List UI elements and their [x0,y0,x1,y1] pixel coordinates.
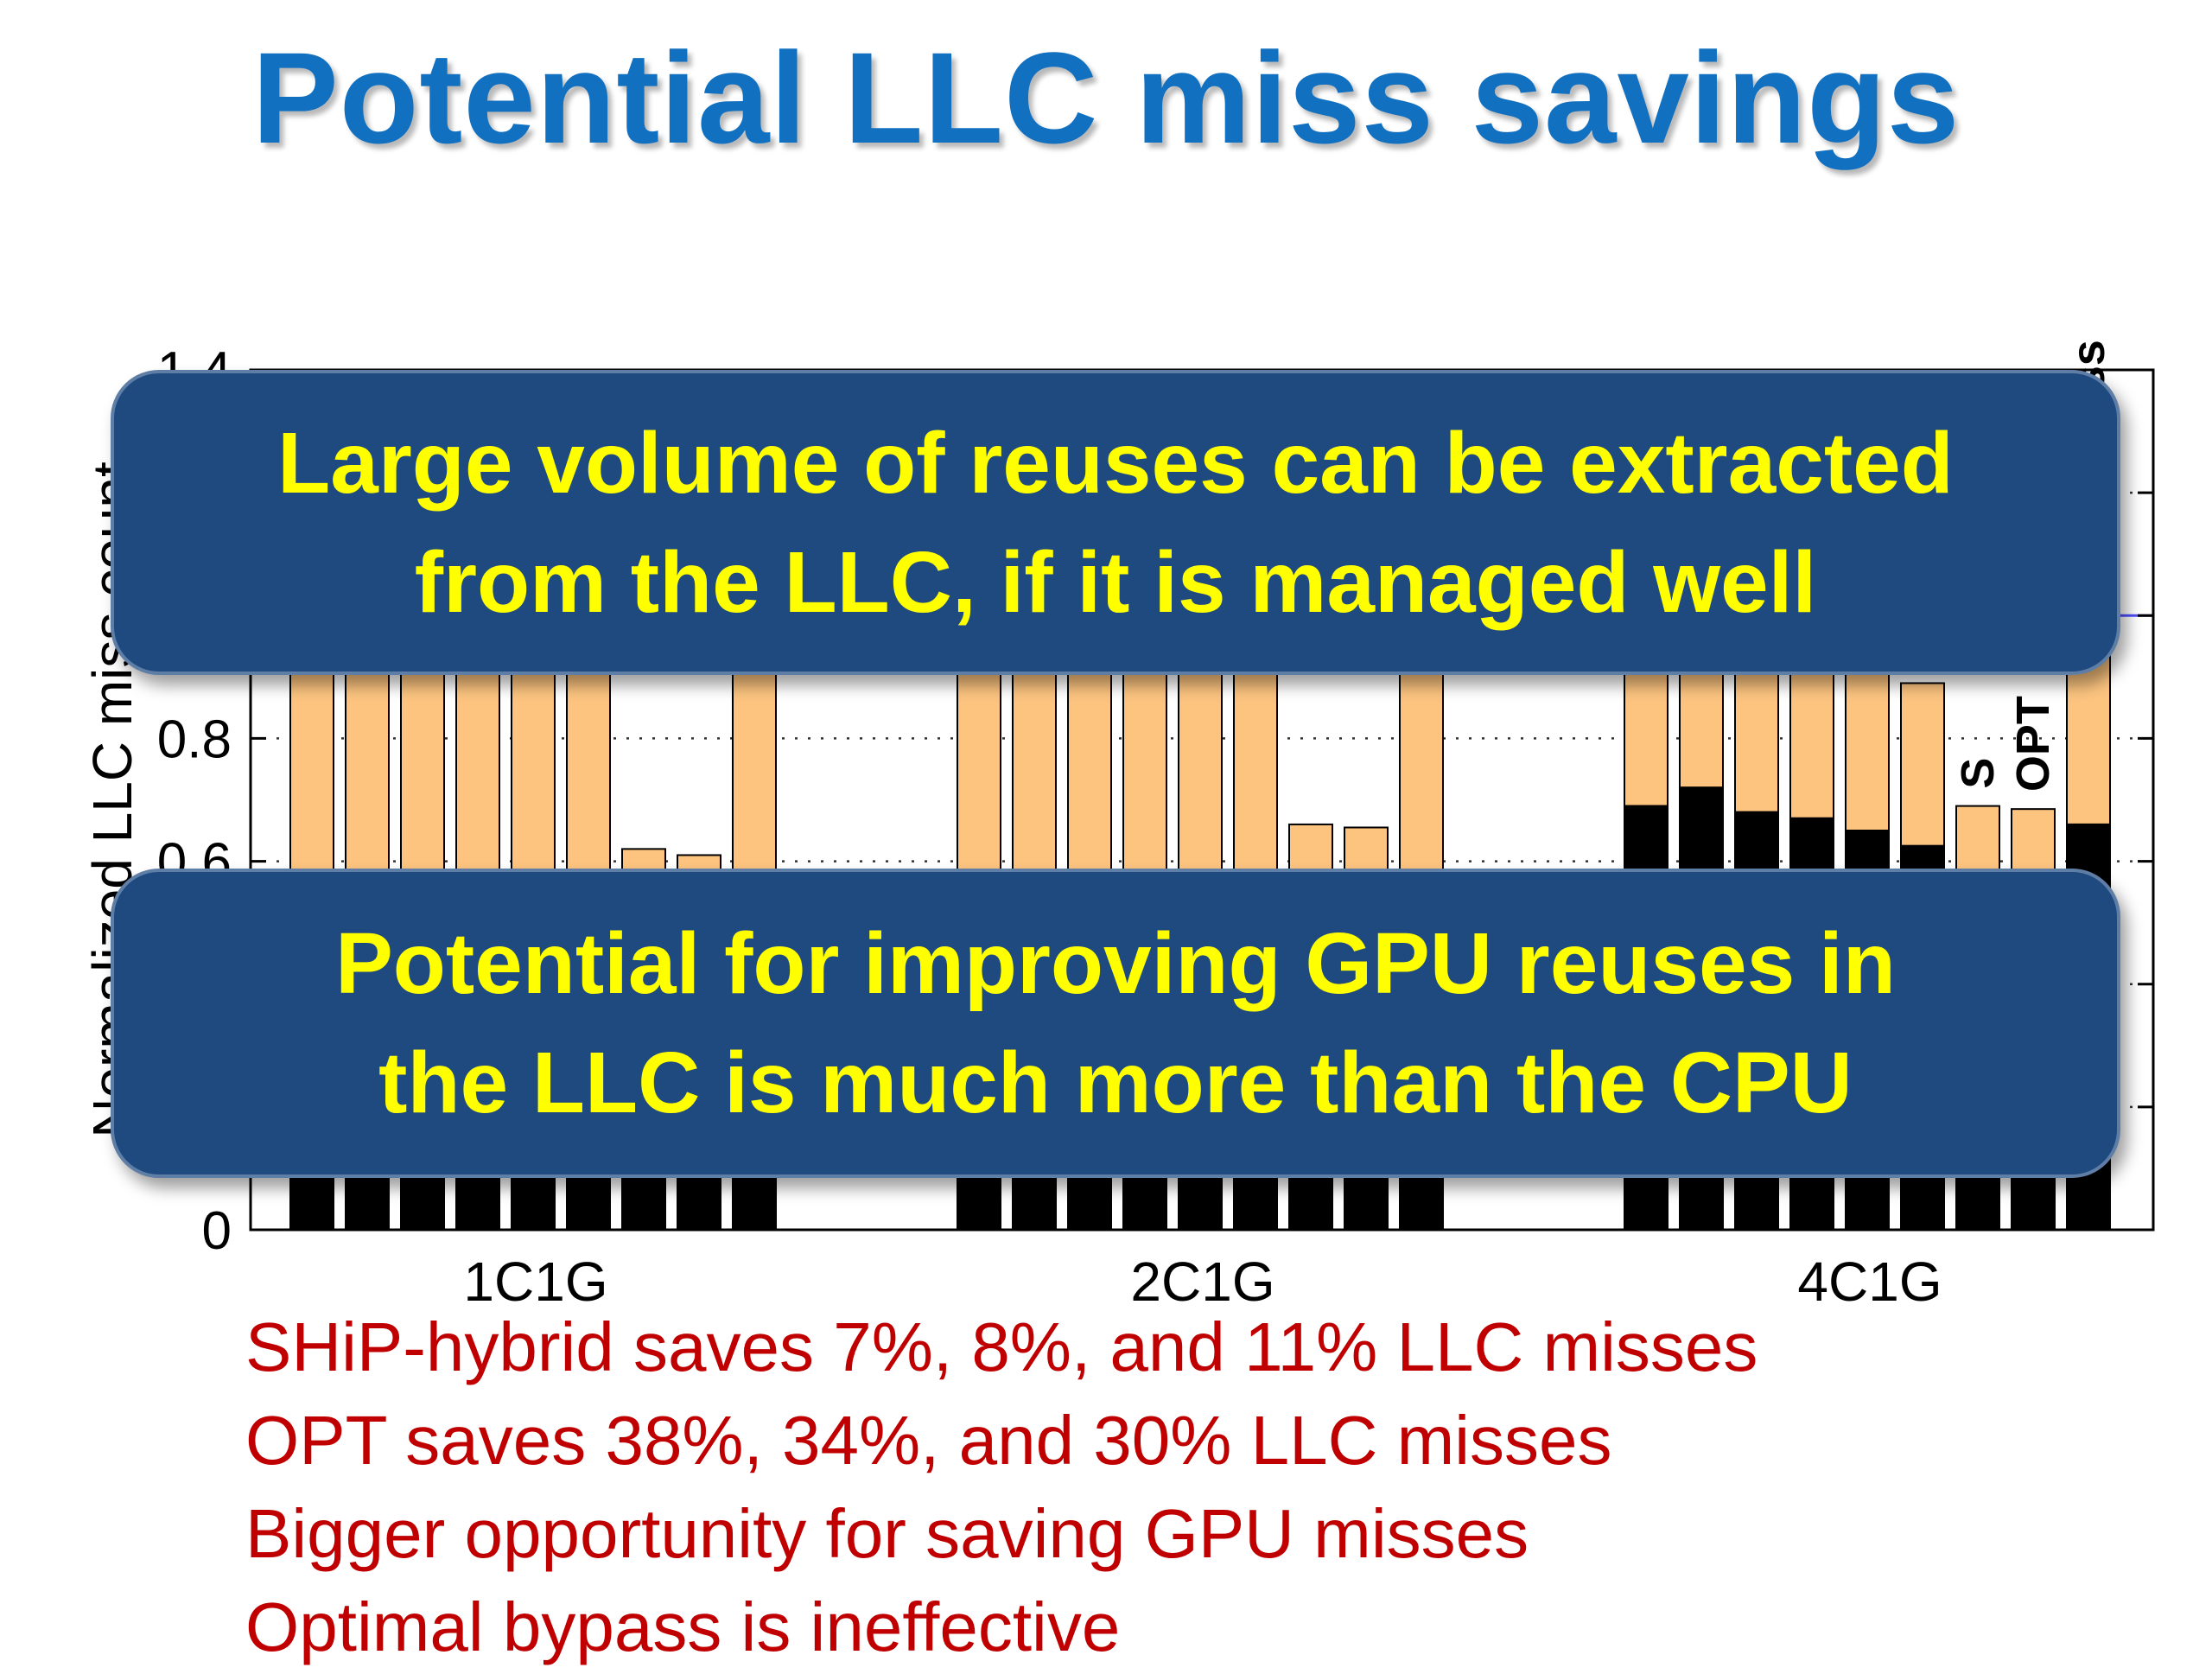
group-label-2C1G: 2C1G [1130,1251,1274,1313]
slide-title: Potential LLC miss savings [251,25,1961,170]
ytick-label-0: 0 [202,1201,232,1261]
group-label-4C1G: 4C1G [1797,1251,1942,1313]
callout-1-line-1: Large volume of reuses can be extracted [277,414,1954,512]
findings-list: SHiP-hybrid saves 7%, 8%, and 11% LLC mi… [245,1301,1758,1674]
ytick-label-4: 0.8 [157,710,232,769]
finding-ship-hybrid: SHiP-hybrid saves 7%, 8%, and 11% LLC mi… [245,1308,1758,1385]
callout-1-line-2: from the LLC, if it is managed well [414,533,1817,631]
group-label-1C1G: 1C1G [463,1251,607,1313]
finding-gpu-opportunity: Bigger opportunity for saving GPU misses [245,1495,1529,1572]
callout-2-line-2: the LLC is much more than the CPU [378,1034,1853,1131]
callout-2-line-1: Potential for improving GPU reuses in [335,915,1896,1012]
callout-reuse-volume: Large volume of reuses can be extracted … [111,370,2120,675]
bar-label-6: S [1952,758,2004,789]
bar-top-4C1G-5 [1900,682,1945,847]
callout-gpu-potential: Potential for improving GPU reuses in th… [111,869,2120,1178]
finding-bypass: Optimal bypass is ineffective [245,1588,1121,1665]
finding-opt: OPT saves 38%, 34%, and 30% LLC misses [245,1402,1612,1479]
bar-label-7: OPT [2007,696,2059,792]
